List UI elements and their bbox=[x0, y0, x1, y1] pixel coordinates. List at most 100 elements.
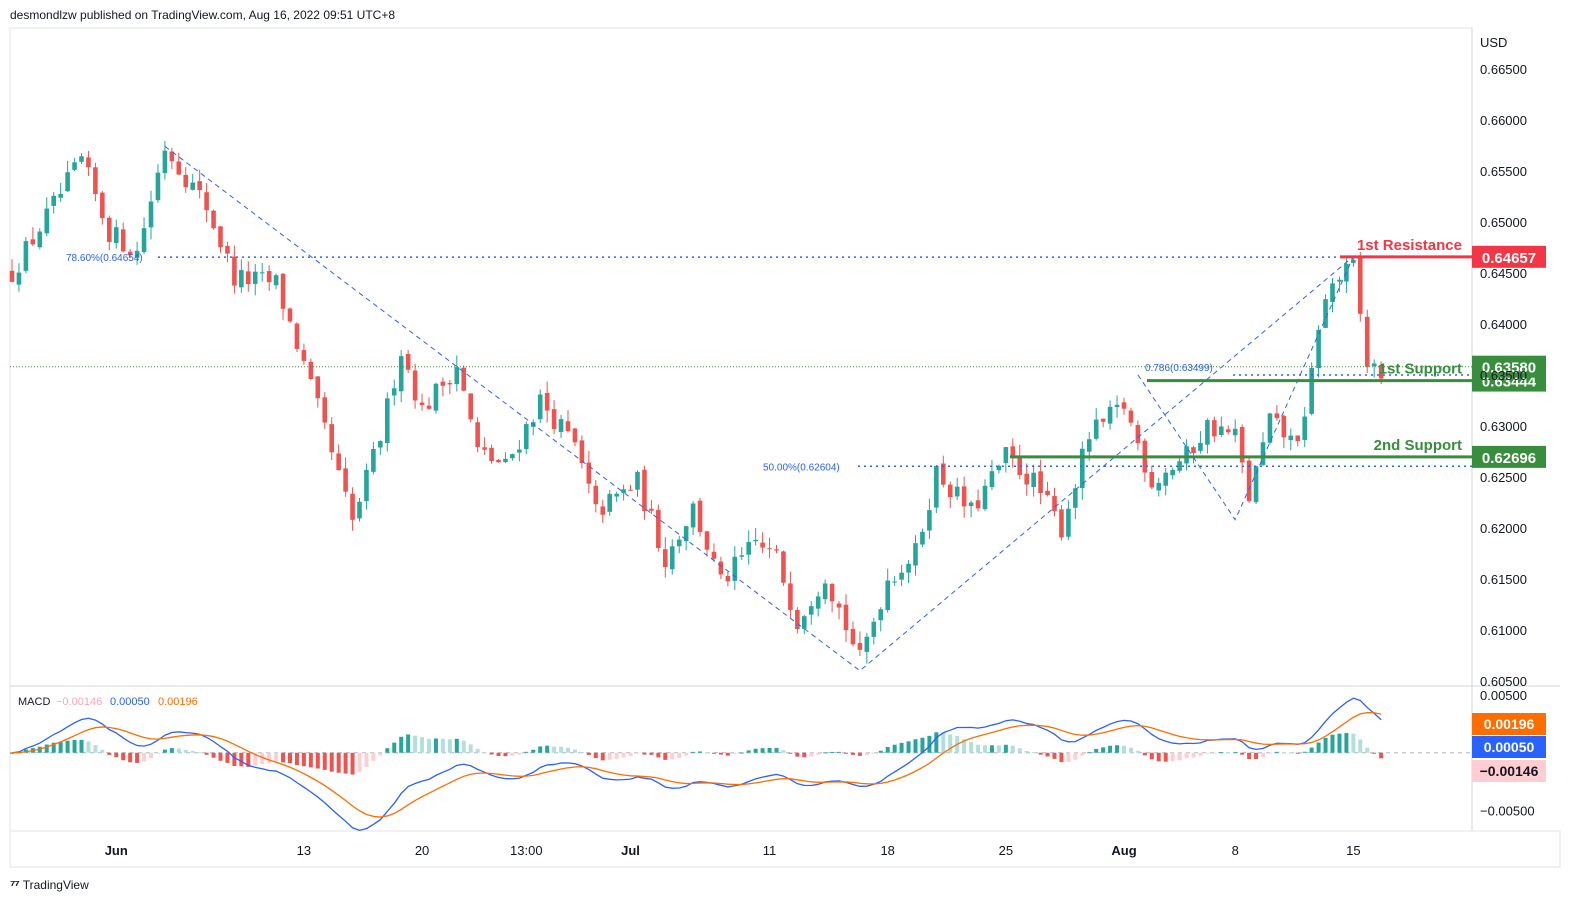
macd-hist-bar bbox=[364, 752, 369, 767]
macd-hist-bar bbox=[559, 746, 564, 753]
candle-body bbox=[683, 526, 689, 542]
macd-hist-bar bbox=[1177, 752, 1182, 761]
macd-hist-bar bbox=[586, 752, 591, 755]
level-price-value: 0.62696 bbox=[1482, 450, 1536, 467]
macd-hist-bar bbox=[691, 751, 696, 753]
macd-signal-badge-text: 0.00196 bbox=[1484, 716, 1535, 732]
macd-hist-bar bbox=[1135, 750, 1140, 753]
time-tick-label: Jun bbox=[105, 843, 128, 858]
candle-body bbox=[878, 609, 884, 621]
candle-body bbox=[259, 272, 265, 274]
candle-body bbox=[941, 463, 946, 485]
candle-body bbox=[572, 428, 578, 443]
macd-hist-bar bbox=[211, 752, 216, 758]
macd-hist-bar bbox=[732, 752, 737, 754]
macd-hist-bar bbox=[496, 752, 501, 756]
macd-hist-bar bbox=[1274, 751, 1279, 753]
price-tick-label: 0.61500 bbox=[1480, 572, 1527, 587]
candle-body bbox=[86, 157, 91, 168]
candle-body bbox=[524, 424, 529, 449]
macd-hist-bar bbox=[885, 746, 890, 753]
candle-body bbox=[663, 549, 668, 568]
candle-body bbox=[697, 500, 703, 532]
currency-label: USD bbox=[1480, 35, 1507, 50]
macd-hist-bar bbox=[343, 752, 348, 774]
price-tick-label: 0.64500 bbox=[1480, 266, 1527, 281]
candle-body bbox=[433, 383, 439, 411]
candle-body bbox=[1274, 413, 1280, 419]
candle-body bbox=[1330, 283, 1335, 302]
price-tick-label: 0.62500 bbox=[1480, 470, 1527, 485]
macd-hist-bar bbox=[983, 745, 987, 753]
macd-hist-bar bbox=[1101, 747, 1106, 753]
macd-hist-bar bbox=[1170, 752, 1175, 762]
macd-hist-bar bbox=[392, 742, 397, 753]
candle-body bbox=[1024, 473, 1029, 485]
macd-hist-bar bbox=[1379, 752, 1384, 759]
time-tick-label: 13 bbox=[297, 843, 311, 858]
candle-body bbox=[419, 402, 425, 406]
macd-hist-bar bbox=[600, 752, 605, 761]
macd-hist-bar bbox=[93, 745, 98, 753]
candle-body bbox=[329, 424, 334, 453]
macd-hist-bar bbox=[725, 752, 730, 756]
macd-hist-bar bbox=[781, 750, 786, 753]
macd-hist-bar bbox=[1108, 745, 1113, 753]
macd-hist-bar bbox=[788, 752, 793, 754]
candle-body bbox=[44, 208, 50, 234]
tradingview-footer[interactable]: ⁷⁷ TradingView bbox=[10, 877, 89, 892]
macd-hist-bar bbox=[225, 752, 230, 763]
fib-786-right-label: 0.786(0.63499) bbox=[1145, 363, 1213, 374]
candle-body bbox=[1358, 258, 1363, 314]
candle-body bbox=[822, 583, 828, 600]
candle-body bbox=[447, 383, 453, 385]
macd-hist-bar bbox=[79, 739, 84, 753]
fib-786-label: 78.60%(0.64654) bbox=[66, 253, 143, 264]
macd-hist-bar bbox=[823, 752, 828, 754]
macd-hist-bar bbox=[920, 737, 925, 753]
macd-hist-bar bbox=[760, 748, 765, 753]
macd-hist-bar bbox=[1316, 742, 1321, 753]
macd-hist-bar bbox=[100, 749, 105, 753]
candle-body bbox=[148, 201, 154, 228]
macd-hist-bar bbox=[1045, 752, 1050, 757]
macd-hist-bar bbox=[350, 752, 355, 775]
macd-hist-bar bbox=[1267, 752, 1272, 754]
candle-body bbox=[232, 256, 237, 286]
candle-body bbox=[1295, 435, 1301, 442]
candle-body bbox=[468, 393, 473, 420]
candle-body bbox=[440, 381, 446, 386]
macd-hist-bar bbox=[684, 752, 689, 756]
candle-body bbox=[1191, 447, 1196, 454]
candle-body bbox=[183, 174, 189, 188]
candle-body bbox=[30, 239, 36, 245]
candle-body bbox=[197, 181, 202, 191]
price-tick-label: 0.66500 bbox=[1480, 62, 1527, 77]
macd-hist-bar bbox=[1024, 750, 1029, 753]
price-tick-label: 0.66000 bbox=[1480, 113, 1527, 128]
fib-trend-line-main bbox=[164, 145, 1354, 672]
time-tick-label: 13:00 bbox=[510, 843, 543, 858]
macd-hist-bar bbox=[1122, 745, 1126, 753]
price-tick-label: 0.65500 bbox=[1480, 164, 1527, 179]
macd-hist-bar bbox=[322, 752, 327, 770]
macd-hist-bar bbox=[663, 752, 668, 760]
time-axis-frame bbox=[9, 830, 1561, 868]
footer-brand: TradingView bbox=[22, 877, 89, 892]
macd-hist-bar bbox=[698, 751, 703, 753]
last-price-value: 0.63580 bbox=[1482, 360, 1536, 377]
candle-body bbox=[1288, 435, 1294, 441]
candle-body bbox=[475, 422, 480, 447]
level-name: 2nd Support bbox=[1374, 437, 1462, 454]
candle-body bbox=[649, 508, 654, 511]
macd-hist-bar bbox=[440, 738, 445, 753]
candle-body bbox=[954, 486, 960, 497]
candle-body bbox=[871, 621, 877, 637]
candle-body bbox=[565, 421, 571, 432]
macd-hist-bar bbox=[155, 752, 160, 754]
macd-hist-bar bbox=[1247, 752, 1252, 760]
candle-body bbox=[204, 192, 209, 211]
macd-hist-bar bbox=[1142, 752, 1147, 756]
candle-body bbox=[593, 485, 599, 505]
